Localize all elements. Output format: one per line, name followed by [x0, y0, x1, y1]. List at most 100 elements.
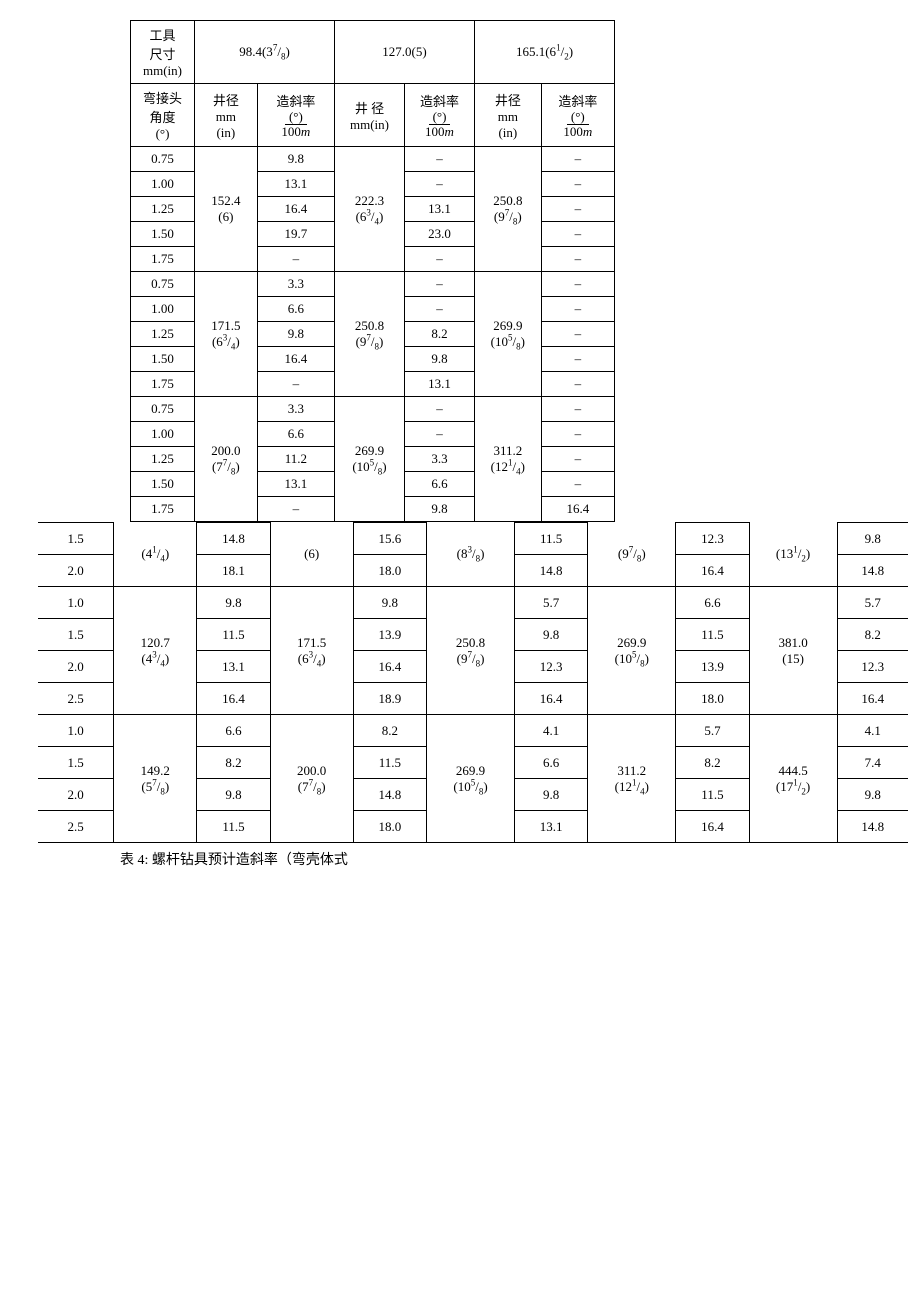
rate-cell: 6.6 [197, 715, 270, 747]
rate-cell: 6.6 [257, 422, 334, 447]
angle-cell: 2.5 [38, 811, 114, 843]
diameter-cell: 120.7(43/4) [114, 587, 197, 715]
rate-cell: 16.4 [257, 197, 334, 222]
rate-cell: 16.4 [197, 683, 270, 715]
rate-cell: 15.6 [353, 523, 426, 555]
angle-cell: 1.75 [131, 372, 195, 397]
rate-cell: 4.1 [515, 715, 588, 747]
rate-cell: 3.3 [404, 447, 474, 472]
angle-cell: 1.5 [38, 523, 114, 555]
diameter-cell: 250.8(97/8) [475, 147, 542, 272]
rate-cell: 8.2 [676, 747, 749, 779]
angle-cell: 1.50 [131, 222, 195, 247]
angle-cell: 1.0 [38, 715, 114, 747]
tool-size-header: 工具尺寸mm(in) [131, 21, 195, 84]
diameter-cell: 149.2(57/8) [114, 715, 197, 843]
rate-cell: 13.1 [257, 472, 334, 497]
rate-cell: 14.8 [197, 523, 270, 555]
angle-cell: 1.25 [131, 197, 195, 222]
diameter-cell: (83/8) [427, 523, 515, 587]
diameter-cell: 250.8(97/8) [335, 272, 405, 397]
rate-cell: 18.0 [353, 555, 426, 587]
rate-cell: – [404, 172, 474, 197]
rate-cell: 8.2 [837, 619, 908, 651]
rate-cell: 16.4 [541, 497, 614, 522]
angle-cell: 1.75 [131, 247, 195, 272]
diameter-cell: 171.5(63/4) [270, 587, 353, 715]
rate-cell: 18.1 [197, 555, 270, 587]
diameter-header-1: 井径mm(in) [195, 84, 258, 147]
rate-cell: – [541, 397, 614, 422]
angle-cell: 1.50 [131, 347, 195, 372]
rate-cell: – [404, 422, 474, 447]
rate-cell: – [541, 222, 614, 247]
rate-cell: 13.1 [404, 372, 474, 397]
diameter-cell: 222.3(63/4) [335, 147, 405, 272]
rate-cell: 11.5 [197, 811, 270, 843]
rate-cell: – [404, 247, 474, 272]
build-rate-table-upper: 工具尺寸mm(in) 98.4(37/8) 127.0(5) 165.1(61/… [130, 20, 615, 522]
rate-cell: – [541, 147, 614, 172]
rate-cell: 6.6 [257, 297, 334, 322]
rate-cell: 9.8 [197, 587, 270, 619]
diameter-cell: 152.4(6) [195, 147, 258, 272]
rate-cell: 11.5 [515, 523, 588, 555]
angle-cell: 1.50 [131, 472, 195, 497]
rate-cell: 9.8 [353, 587, 426, 619]
rate-cell: 16.4 [257, 347, 334, 372]
rate-cell: 9.8 [837, 779, 908, 811]
angle-cell: 1.5 [38, 747, 114, 779]
table-caption: 表 4: 螺杆钻具预计造斜率（弯壳体式 [120, 849, 910, 869]
angle-cell: 1.25 [131, 447, 195, 472]
rate-cell: 14.8 [515, 555, 588, 587]
diameter-cell: 381.0(15) [749, 587, 837, 715]
diameter-cell: 269.9(105/8) [588, 587, 676, 715]
angle-cell: 0.75 [131, 272, 195, 297]
rate-cell: – [257, 372, 334, 397]
diameter-cell: (131/2) [749, 523, 837, 587]
rate-cell: 16.4 [676, 811, 749, 843]
rate-cell: 12.3 [837, 651, 908, 683]
rate-cell: 9.8 [197, 779, 270, 811]
rate-cell: – [257, 497, 334, 522]
rate-cell: – [404, 272, 474, 297]
diameter-header-2: 井 径mm(in) [335, 84, 405, 147]
rate-cell: 9.8 [837, 523, 908, 555]
rate-cell: 23.0 [404, 222, 474, 247]
rate-cell: 14.8 [837, 555, 908, 587]
rate-cell: 12.3 [515, 651, 588, 683]
col-165-header: 165.1(61/2) [475, 21, 615, 84]
rate-cell: 14.8 [837, 811, 908, 843]
rate-cell: 14.8 [353, 779, 426, 811]
angle-cell: 1.00 [131, 297, 195, 322]
rate-cell: 19.7 [257, 222, 334, 247]
angle-cell: 1.0 [38, 587, 114, 619]
diameter-cell: 311.2(121/4) [588, 715, 676, 843]
diameter-cell: 269.9(105/8) [427, 715, 515, 843]
rate-cell: 8.2 [404, 322, 474, 347]
rate-cell: – [541, 297, 614, 322]
rate-cell: 6.6 [404, 472, 474, 497]
diameter-cell: 269.9(105/8) [475, 272, 542, 397]
rate-cell: 11.2 [257, 447, 334, 472]
angle-cell: 0.75 [131, 397, 195, 422]
rate-cell: 5.7 [515, 587, 588, 619]
rate-cell: 9.8 [515, 619, 588, 651]
rate-cell: 8.2 [197, 747, 270, 779]
angle-cell: 1.25 [131, 322, 195, 347]
rate-cell: – [541, 472, 614, 497]
rate-cell: 3.3 [257, 272, 334, 297]
rate-cell: 16.4 [353, 651, 426, 683]
rate-cell: – [541, 447, 614, 472]
diameter-cell: (41/4) [114, 523, 197, 587]
rate-cell: 9.8 [257, 147, 334, 172]
diameter-cell: 250.8(97/8) [427, 587, 515, 715]
rate-cell: – [541, 422, 614, 447]
rate-cell: – [541, 272, 614, 297]
rate-cell: 13.9 [676, 651, 749, 683]
diameter-cell: 269.9(105/8) [335, 397, 405, 522]
diameter-header-3: 井径mm(in) [475, 84, 542, 147]
angle-cell: 2.0 [38, 555, 114, 587]
rate-cell: 11.5 [353, 747, 426, 779]
angle-cell: 2.0 [38, 779, 114, 811]
